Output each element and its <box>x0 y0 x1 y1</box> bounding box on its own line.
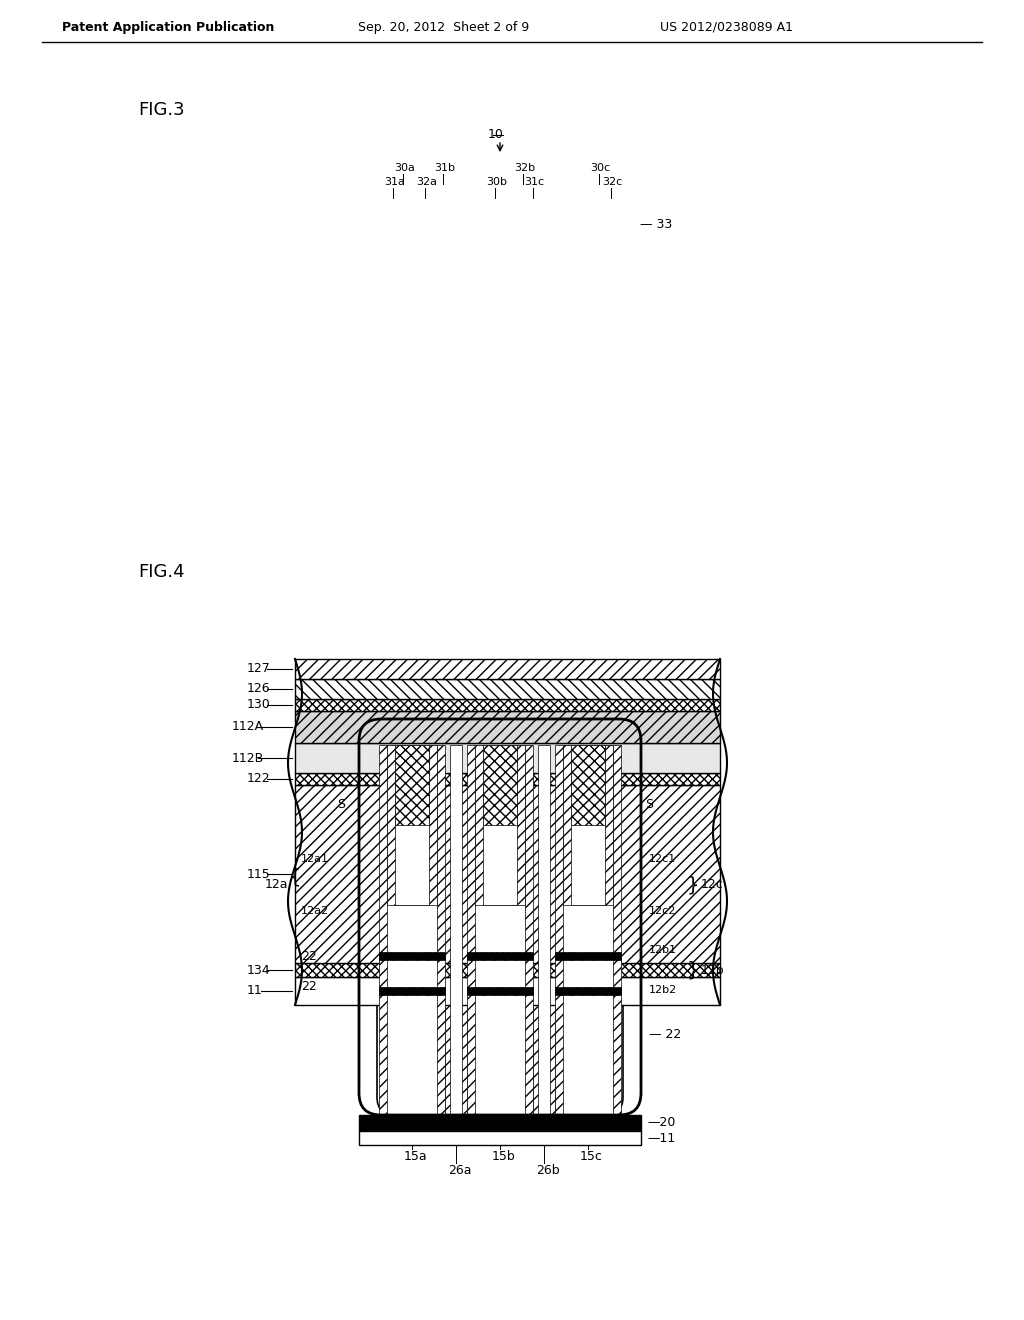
Text: 31a: 31a <box>384 177 404 187</box>
Bar <box>467 744 477 1115</box>
Text: {: { <box>289 867 301 887</box>
FancyBboxPatch shape <box>377 719 447 1115</box>
Bar <box>534 744 555 1115</box>
Bar <box>555 744 565 1115</box>
Bar <box>571 744 605 906</box>
Text: FIG.4: FIG.4 <box>138 564 184 581</box>
Text: 134: 134 <box>247 964 270 977</box>
Bar <box>467 987 534 995</box>
FancyBboxPatch shape <box>465 719 535 1115</box>
Bar <box>395 744 429 906</box>
Bar <box>379 952 445 960</box>
Bar <box>435 744 445 1115</box>
Bar <box>611 744 621 1115</box>
Text: 12b2: 12b2 <box>649 985 677 995</box>
Text: 32c: 32c <box>602 177 623 187</box>
Text: S: S <box>337 799 345 812</box>
Text: 30b: 30b <box>486 177 507 187</box>
Text: }: } <box>687 875 699 895</box>
Text: —20: —20 <box>647 1117 676 1130</box>
Bar <box>538 744 550 1115</box>
Text: 12a1: 12a1 <box>301 854 329 865</box>
Bar <box>450 744 462 1115</box>
Bar <box>395 744 429 825</box>
Text: Sep. 20, 2012  Sheet 2 of 9: Sep. 20, 2012 Sheet 2 of 9 <box>358 21 529 33</box>
Bar <box>379 987 445 995</box>
Text: 30a: 30a <box>394 162 415 173</box>
Bar <box>483 744 517 906</box>
Bar <box>295 700 720 711</box>
Text: 26a: 26a <box>449 1164 471 1177</box>
Bar <box>571 744 605 825</box>
Text: 10: 10 <box>488 128 504 141</box>
Bar <box>483 744 517 825</box>
Text: S: S <box>645 799 653 812</box>
Bar <box>555 952 621 960</box>
Text: 12b1: 12b1 <box>649 945 677 954</box>
Bar <box>467 952 534 960</box>
Text: FIG.3: FIG.3 <box>138 102 184 119</box>
Bar <box>295 743 720 774</box>
Bar <box>475 744 525 1115</box>
Bar <box>295 711 720 743</box>
Text: 32b: 32b <box>514 162 536 173</box>
Bar <box>295 659 720 678</box>
Text: }: } <box>687 961 699 979</box>
Text: 127: 127 <box>247 663 270 676</box>
Bar <box>555 987 621 995</box>
Text: 15c: 15c <box>580 1151 603 1163</box>
Text: 12a2: 12a2 <box>301 906 329 916</box>
Text: 12b: 12b <box>701 964 725 977</box>
Text: 30c: 30c <box>590 162 610 173</box>
Bar <box>295 774 720 785</box>
Bar <box>359 1115 641 1131</box>
Text: 12c1: 12c1 <box>649 854 676 865</box>
Bar <box>563 744 613 1115</box>
Text: 15b: 15b <box>492 1151 516 1163</box>
Text: 22: 22 <box>301 949 316 962</box>
Text: 130: 130 <box>247 698 270 711</box>
Bar <box>359 1131 641 1144</box>
Bar <box>295 977 720 1005</box>
Text: — 33: — 33 <box>640 219 672 231</box>
Text: 31c: 31c <box>524 177 544 187</box>
Bar <box>295 785 720 964</box>
Text: US 2012/0238089 A1: US 2012/0238089 A1 <box>660 21 793 33</box>
Bar <box>563 744 613 906</box>
Text: 11: 11 <box>247 985 263 998</box>
Text: Patent Application Publication: Patent Application Publication <box>62 21 274 33</box>
Text: 126: 126 <box>247 682 270 696</box>
FancyBboxPatch shape <box>553 719 623 1115</box>
FancyBboxPatch shape <box>359 719 641 1115</box>
Bar <box>387 744 437 1115</box>
Text: 12c: 12c <box>701 879 724 891</box>
Bar <box>379 744 389 1115</box>
Text: 12c2: 12c2 <box>649 906 677 916</box>
Text: 122: 122 <box>247 772 270 785</box>
Bar <box>295 964 720 977</box>
Text: 115: 115 <box>247 867 270 880</box>
Bar <box>295 678 720 700</box>
Text: 12a: 12a <box>265 879 289 891</box>
Text: 32a: 32a <box>416 177 437 187</box>
Bar <box>475 744 525 906</box>
Text: —11: —11 <box>647 1131 675 1144</box>
Text: 26b: 26b <box>536 1164 560 1177</box>
Text: 15a: 15a <box>404 1151 428 1163</box>
Text: 22: 22 <box>301 981 316 994</box>
Bar <box>523 744 534 1115</box>
Bar <box>445 744 467 1115</box>
Text: — 22: — 22 <box>649 1028 681 1041</box>
Text: 112A: 112A <box>232 721 264 734</box>
Text: 31b: 31b <box>434 162 455 173</box>
Text: 112B: 112B <box>232 751 264 764</box>
Bar <box>387 744 437 906</box>
